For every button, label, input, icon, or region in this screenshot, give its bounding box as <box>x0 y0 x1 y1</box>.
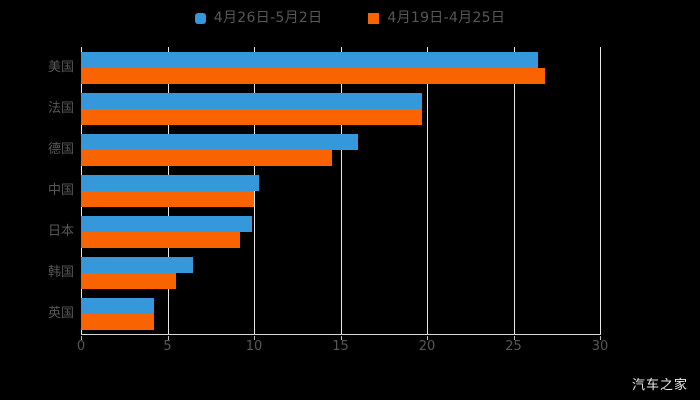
x-axis-tick-label: 5 <box>163 339 172 354</box>
legend-item-series-1[interactable]: 4月26日-5月2日 <box>194 10 323 26</box>
y-axis-tick-label: 德国 <box>47 141 74 157</box>
x-axis-tick-mark <box>340 336 342 340</box>
x-axis-tick-mark <box>513 336 515 340</box>
legend-label-series-2: 4月19日-4月25日 <box>387 10 506 26</box>
bar[interactable] <box>81 133 358 150</box>
x-axis-tick-label: 25 <box>505 339 522 354</box>
y-axis-tick-label: 法国 <box>47 100 74 116</box>
dot-marker-icon <box>194 12 206 24</box>
x-axis-tick-label: 10 <box>245 339 263 354</box>
plot-area <box>81 47 601 334</box>
gridline <box>427 47 428 334</box>
x-axis-tick-mark <box>254 336 255 340</box>
bar[interactable] <box>81 272 177 289</box>
x-axis-line <box>81 334 601 335</box>
square-marker-icon <box>368 12 380 24</box>
x-axis-tick-label: 30 <box>591 339 609 354</box>
bar[interactable] <box>81 92 422 109</box>
x-axis-tick-mark <box>427 336 428 340</box>
x-axis-tick-label: 0 <box>76 339 86 354</box>
bar[interactable] <box>81 215 253 232</box>
y-axis-tick-label: 日本 <box>47 223 74 239</box>
gridline <box>513 47 515 334</box>
x-axis-tick-mark <box>167 336 169 340</box>
watermark: 汽车之家 <box>631 378 688 393</box>
x-axis-labels: 0 5 10 15 20 25 30 <box>0 336 700 358</box>
gridline <box>600 47 601 334</box>
bar[interactable] <box>81 190 254 207</box>
bar[interactable] <box>81 51 538 68</box>
y-axis-labels: 美国法国德国中国日本韩国英国 <box>0 47 74 334</box>
y-axis-tick-label: 美国 <box>47 59 74 75</box>
gridline <box>340 47 342 334</box>
bar[interactable] <box>81 231 241 248</box>
y-axis-tick-label: 韩国 <box>47 264 74 280</box>
bar[interactable] <box>81 108 422 125</box>
gridline <box>254 47 255 334</box>
y-axis-tick-label: 英国 <box>47 305 74 321</box>
chart-legend: 4月26日-5月2日 4月19日-4月25日 <box>0 6 700 30</box>
legend-item-series-2[interactable]: 4月19日-4月25日 <box>368 11 505 25</box>
x-axis-tick-mark <box>81 336 82 340</box>
bar[interactable] <box>81 174 260 191</box>
bar[interactable] <box>81 297 154 314</box>
bar[interactable] <box>81 256 194 273</box>
x-axis-tick-label: 20 <box>418 339 436 354</box>
legend-label-series-1: 4月26日-5月2日 <box>213 10 323 26</box>
y-axis-tick-label: 中国 <box>47 182 74 198</box>
x-axis-tick-mark <box>600 336 601 340</box>
bar[interactable] <box>81 149 332 166</box>
bar[interactable] <box>81 67 545 84</box>
x-axis-tick-label: 15 <box>332 339 349 354</box>
bar[interactable] <box>81 313 154 330</box>
